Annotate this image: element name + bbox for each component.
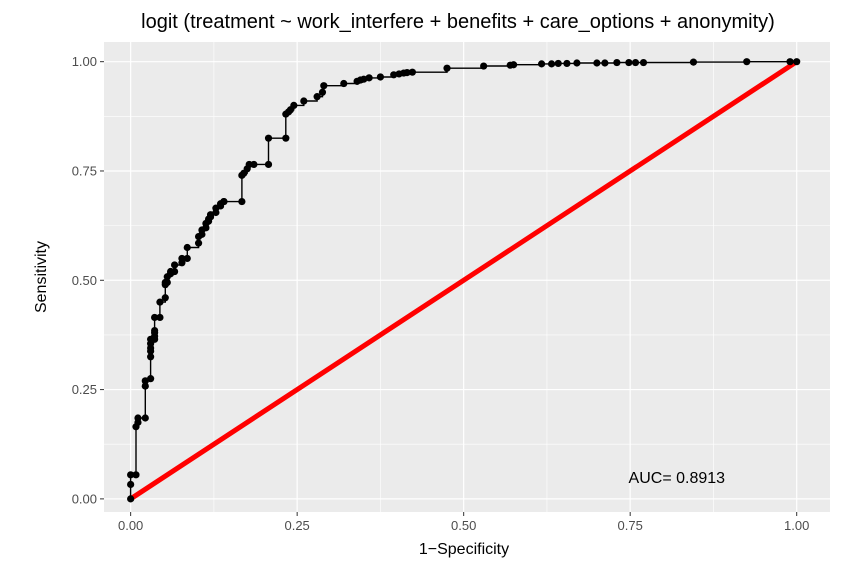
- chart-title: logit (treatment ~ work_interfere + bene…: [141, 11, 775, 33]
- roc-point: [282, 134, 290, 142]
- roc-point: [290, 101, 298, 109]
- roc-point: [390, 71, 398, 79]
- roc-point: [250, 160, 258, 169]
- y-axis-ticks: 0.00 0.25 0.50 0.75 1.00: [72, 54, 104, 506]
- roc-point: [510, 61, 518, 69]
- x-axis-ticks: 0.00 0.25 0.50 0.75 1.00: [118, 512, 809, 533]
- roc-point: [264, 134, 273, 142]
- roc-point: [793, 58, 801, 66]
- reference-diagonal-line: [128, 59, 800, 502]
- roc-point: [171, 267, 179, 276]
- chart-marks: [127, 58, 801, 503]
- roc-point: [171, 261, 179, 269]
- roc-point: [134, 414, 142, 422]
- roc-point: [156, 298, 164, 306]
- roc-point: [147, 353, 155, 361]
- roc-point: [313, 93, 321, 101]
- roc-point: [183, 243, 191, 252]
- roc-point: [163, 278, 171, 287]
- roc-point: [743, 58, 751, 66]
- roc-point: [151, 326, 159, 335]
- roc-point: [689, 58, 698, 66]
- roc-point: [554, 59, 562, 68]
- roc-point: [403, 69, 411, 77]
- roc-point: [300, 97, 308, 105]
- roc-point: [480, 62, 488, 70]
- roc-point: [625, 58, 633, 67]
- roc-point: [141, 382, 149, 390]
- y-tick-label: 0.75: [72, 163, 97, 178]
- roc-point: [593, 59, 601, 67]
- roc-point: [151, 313, 159, 322]
- roc-point: [376, 73, 385, 81]
- y-tick-label: 0.25: [72, 382, 97, 397]
- grid-lines: [104, 42, 830, 512]
- roc-point: [547, 60, 556, 68]
- roc-point: [631, 58, 640, 67]
- roc-point: [786, 58, 794, 66]
- y-tick-label: 1.00: [72, 54, 97, 69]
- roc-point: [340, 79, 348, 88]
- roc-point: [573, 59, 581, 67]
- roc-point: [127, 480, 135, 489]
- y-axis-title: Sensitivity: [33, 241, 50, 313]
- roc-point: [408, 68, 416, 76]
- x-tick-label: 1.00: [784, 518, 809, 533]
- roc-point: [147, 375, 155, 383]
- x-tick-label: 0.00: [118, 518, 143, 533]
- roc-point: [238, 197, 246, 206]
- x-tick-label: 0.50: [451, 518, 476, 533]
- roc-point: [194, 239, 203, 247]
- roc-point: [537, 60, 546, 68]
- roc-point: [443, 64, 451, 72]
- roc-point: [141, 414, 149, 422]
- roc-point: [320, 82, 328, 90]
- x-tick-label: 0.25: [284, 518, 309, 533]
- roc-point: [613, 58, 621, 67]
- roc-point: [639, 58, 648, 67]
- roc-point: [132, 471, 140, 479]
- auc-annotation: AUC= 0.8913: [629, 470, 726, 487]
- x-tick-label: 0.75: [618, 518, 643, 533]
- roc-point: [563, 59, 571, 68]
- roc-point: [264, 160, 273, 169]
- roc-point: [318, 88, 327, 96]
- roc-point: [161, 294, 169, 302]
- x-axis-title: 1−Specificity: [419, 541, 509, 558]
- roc-point: [220, 197, 228, 206]
- roc-point: [183, 254, 191, 263]
- y-tick-label: 0.00: [72, 491, 97, 506]
- roc-point: [365, 74, 373, 82]
- roc-point: [127, 495, 135, 503]
- roc-point: [156, 313, 164, 322]
- y-tick-label: 0.50: [72, 273, 97, 288]
- roc-point: [127, 471, 135, 479]
- roc-point: [178, 254, 186, 263]
- roc-point: [601, 59, 609, 67]
